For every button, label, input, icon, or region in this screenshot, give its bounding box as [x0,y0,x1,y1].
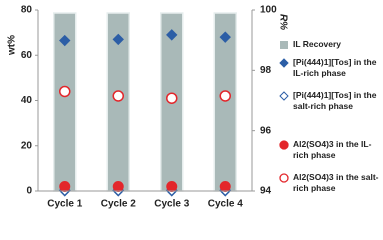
y-tick-label: 20 [21,140,33,151]
x-tick-label: Cycle 3 [154,199,189,210]
legend-swatch [279,140,289,150]
circle-point [166,92,178,104]
x-tick-label: Cycle 1 [47,199,82,210]
legend-swatch [279,91,289,101]
legend-entry: [Pi(444)1][Tos] in the salt-rich phase [293,90,377,111]
diamond-point [166,29,178,41]
legend-entry: IL Recovery [293,39,342,49]
y2-axis-label: R% [277,14,288,30]
circle-point [166,180,178,192]
legend-swatch [279,58,289,68]
chart: wt% R% 0 20 40 60 80 94 96 98 100 Cycle 1 Cycle 2 C… [7,5,289,210]
diamond-point [112,33,124,46]
y-tick-label: 40 [21,95,33,106]
y-axis-label: wt% [7,35,18,56]
x-tick-label: Cycle 2 [101,199,136,210]
y2-tick-label: 100 [260,5,277,16]
x-tick-label: Cycle 4 [208,199,243,210]
legend-entry: [Pi(444)1][Tos] in the IL-rich phase [293,57,377,78]
circle-point [59,180,71,192]
y2-tick-label: 94 [260,186,272,197]
circle-point [219,90,231,102]
chart-container: wt% R% 0 20 40 60 80 94 96 98 100 Cycle 1 Cycle 2 C… [7,5,379,210]
y-tick-label: 80 [21,5,33,16]
diamond-point [59,34,71,47]
y2-tick-label: 98 [260,65,272,76]
circle-point [112,90,124,102]
y2-tick-label: 96 [260,125,272,136]
legend-entry: Al2(SO4)3 in the IL-rich phase [293,139,372,160]
legend-entry: Al2(SO4)3 in the salt-rich phase [293,172,379,193]
circle-point [112,180,124,192]
legend-swatch [280,41,288,49]
y-tick-label: 60 [21,50,33,61]
y-tick-label: 0 [26,186,32,197]
circle-point [219,180,231,192]
legend-swatch [279,173,289,183]
diamond-point [219,31,231,43]
circle-point [59,85,71,98]
